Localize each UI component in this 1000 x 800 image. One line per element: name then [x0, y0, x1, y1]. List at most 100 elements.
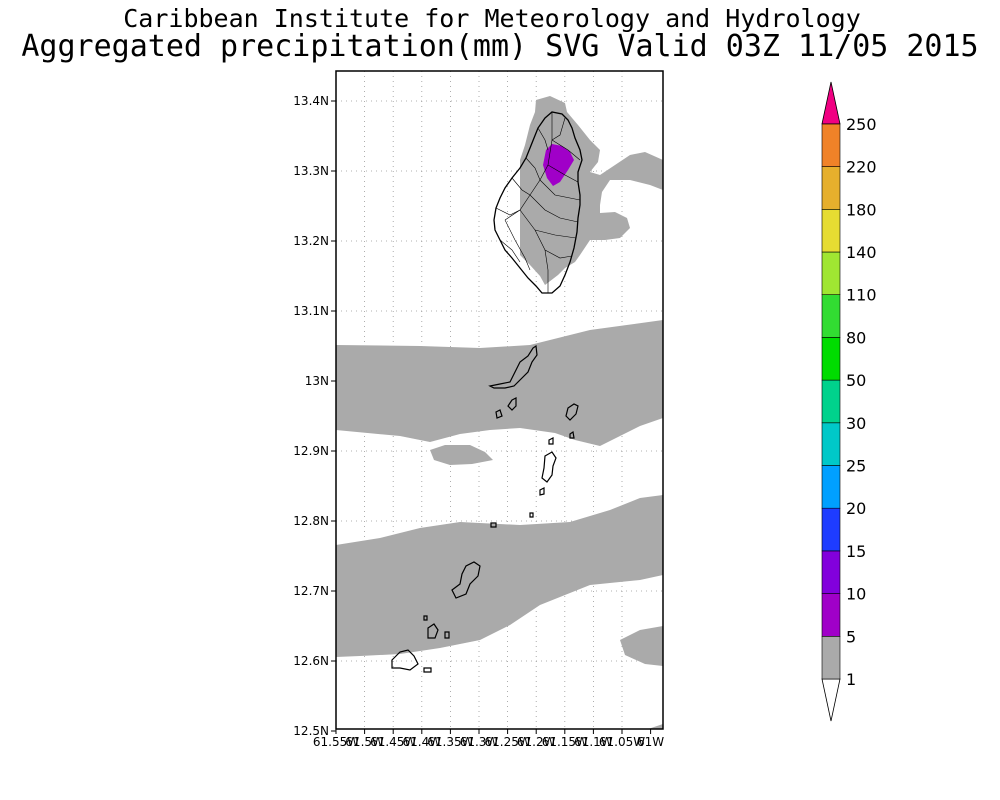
basin-line: [525, 157, 541, 181]
colorbar-swatch: [821, 294, 841, 338]
lon-tick-label: 61.1W: [574, 735, 613, 749]
island-small: [427, 623, 439, 639]
colorbar-low-triangle: [821, 678, 841, 722]
island-small: [529, 512, 534, 518]
colorbar-label: 25: [846, 457, 866, 476]
map-plot-area: [336, 71, 663, 729]
island-mustique: [565, 403, 579, 421]
colorbar-label: 140: [846, 243, 877, 262]
island-st-vincent: [493, 111, 583, 294]
island-small: [423, 615, 428, 621]
colorbar-label: 1: [846, 670, 856, 689]
lat-tick-label: 12.7N: [293, 584, 329, 598]
map-title: Caribbean Institute for Meteorology and …: [123, 4, 861, 33]
colorbar-label: 220: [846, 158, 877, 177]
island-small: [548, 437, 554, 445]
colorbar-swatch: [821, 593, 841, 637]
colorbar-swatch: [821, 337, 841, 381]
lon-tick-label: 61.05W: [599, 735, 645, 749]
basin-line: [551, 117, 566, 141]
basin-line: [544, 249, 573, 259]
lon-tick-label: 61.45W: [370, 735, 416, 749]
colorbar-swatch: [821, 379, 841, 424]
island-union: [451, 561, 481, 599]
colorbar-high-triangle: [821, 81, 841, 125]
island-small: [507, 397, 517, 411]
basin-line: [504, 219, 531, 271]
grenadines-islands: [391, 344, 579, 673]
island-small: [490, 522, 497, 528]
colorbar-swatch: [821, 550, 841, 594]
island-small: [539, 487, 545, 496]
basin-line: [547, 164, 579, 183]
lon-tick-label: 61.15W: [542, 735, 588, 749]
lon-tick-label: 61.2W: [517, 735, 556, 749]
lon-tick-label: 61.4W: [403, 735, 442, 749]
map-frame: [335, 70, 664, 730]
lat-tick-label: 12.9N: [293, 444, 329, 458]
colorbar-swatch: [821, 166, 841, 210]
colorbar-label: 250: [846, 115, 877, 134]
colorbar-label: 180: [846, 200, 877, 219]
island-carriacou: [391, 649, 419, 671]
lon-tick-label: 61.25W: [484, 735, 530, 749]
lat-tick-label: 13.1N: [293, 304, 329, 318]
lon-tick-label: 61.5W: [345, 735, 384, 749]
lat-tick-label: 12.8N: [293, 514, 329, 528]
lat-tick-label: 12.6N: [293, 654, 329, 668]
rain-patch-corner: [648, 724, 663, 729]
colorbar-swatch: [821, 507, 841, 552]
colorbar-label: 20: [846, 499, 866, 518]
island-st-vincent-outline: [493, 111, 583, 294]
colorbar-label: 30: [846, 414, 866, 433]
map-subtitle: Aggregated precipitation(mm) SVG Valid 0…: [21, 29, 979, 64]
colorbar-swatch: [821, 635, 841, 680]
lat-tick-label: 13.4N: [293, 94, 329, 108]
basin-line: [534, 229, 577, 239]
colorbar-label: 15: [846, 542, 866, 561]
basin-line: [511, 177, 531, 196]
colorbar-label: 80: [846, 328, 866, 347]
colorbar-swatch: [821, 209, 841, 253]
colorbar-label: 110: [846, 286, 877, 305]
colorbar-label: 50: [846, 371, 866, 390]
island-small: [444, 631, 450, 639]
rain-band-south: [336, 495, 663, 657]
latitude-axis: 13.4N 13.3N 13.2N 13.1N 13N 12.9N 12.8N 12.7N 12…: [293, 94, 336, 738]
basin-line: [539, 179, 581, 201]
lat-tick-label: 12.5N: [293, 724, 329, 738]
lon-tick-label: 61W: [637, 735, 664, 749]
rain-area-1-5mm: [336, 96, 663, 729]
basin-line: [537, 127, 549, 151]
lat-tick-label: 13N: [305, 374, 329, 388]
colorbar-swatch: [821, 123, 841, 167]
colorbar-label: 5: [846, 627, 856, 646]
rain-patch-small: [430, 445, 493, 465]
rain-patch-southeast: [620, 626, 663, 666]
rain-band-middle: [336, 320, 663, 446]
colorbar-swatch: [821, 465, 841, 509]
colorbar-swatch: [821, 251, 841, 296]
lon-tick-label: 61.55W: [313, 735, 359, 749]
basin-line: [495, 207, 521, 216]
lat-tick-label: 13.2N: [293, 234, 329, 248]
basin-line: [551, 139, 581, 161]
island-st-vincent-river-basins: [495, 112, 581, 293]
island-small: [495, 409, 503, 419]
island-canouan: [541, 451, 557, 483]
rain-area-north: [520, 96, 663, 285]
island-small: [423, 667, 432, 673]
basin-line: [499, 239, 521, 263]
longitude-axis: 61.55W61.5W61.45W61.4W61.35W61.3W61.25W6…: [313, 729, 664, 749]
lon-tick-label: 61.3W: [460, 735, 499, 749]
basin-line: [529, 194, 579, 223]
lat-tick-label: 13.3N: [293, 164, 329, 178]
colorbar-swatch: [821, 422, 841, 466]
rain-area-5-10mm: [543, 144, 574, 186]
island-small: [569, 430, 575, 439]
island-bequia: [488, 344, 538, 389]
colorbar-label: 10: [846, 585, 866, 604]
lon-tick-label: 61.35W: [427, 735, 473, 749]
